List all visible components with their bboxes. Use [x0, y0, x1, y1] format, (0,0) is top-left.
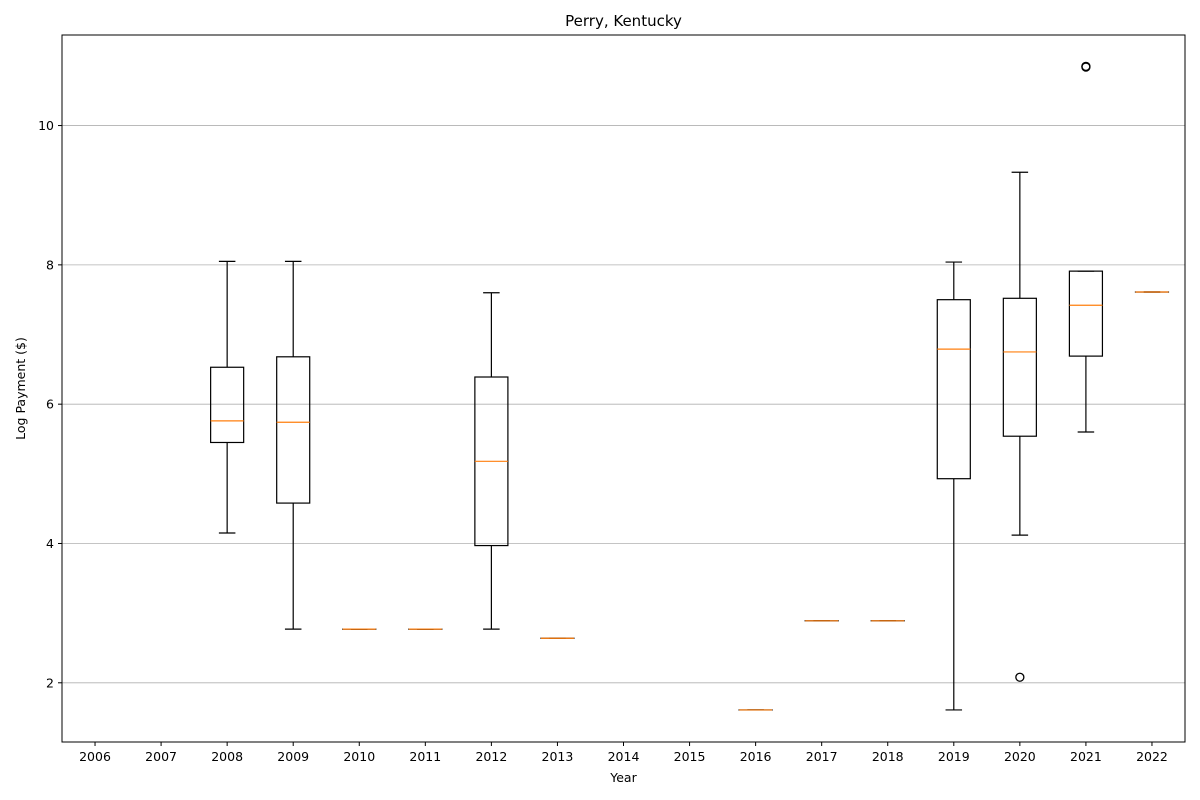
x-tick-label-2019: 2019 [938, 749, 970, 764]
box-2021 [1068, 61, 1104, 433]
x-tick-label-2015: 2015 [674, 749, 706, 764]
x-tick-label-2013: 2013 [542, 749, 574, 764]
x-tick-label-2007: 2007 [145, 749, 177, 764]
y-tick-label-4: 4 [46, 536, 54, 551]
x-tick-label-2014: 2014 [608, 749, 640, 764]
x-tick-label-2017: 2017 [806, 749, 838, 764]
box-2009 [276, 260, 311, 630]
iqr-box-2009 [276, 356, 311, 504]
grid-lines [62, 125, 1185, 684]
box-2012 [474, 292, 509, 630]
x-tick-label-2011: 2011 [409, 749, 441, 764]
x-tick-label-2016: 2016 [740, 749, 772, 764]
plot-frame [61, 34, 1186, 743]
box-2008 [210, 260, 245, 534]
x-tick-label-2010: 2010 [343, 749, 375, 764]
iqr-box-2008 [210, 366, 245, 444]
x-tick-label-2018: 2018 [872, 749, 904, 764]
x-tick-label-2020: 2020 [1004, 749, 1036, 764]
x-tick-label-2009: 2009 [277, 749, 309, 764]
y-tick-label-10: 10 [38, 118, 54, 133]
x-tick-label-2021: 2021 [1070, 749, 1102, 764]
box-2019 [936, 261, 971, 711]
iqr-box-2020 [1002, 297, 1037, 437]
x-tick-label-2012: 2012 [475, 749, 507, 764]
y-tick-label-8: 8 [46, 257, 54, 272]
iqr-box-2019 [936, 299, 971, 480]
y-axis-label: Log Payment ($) [13, 337, 28, 440]
chart-title: Perry, Kentucky [565, 12, 682, 30]
y-axis-ticks: 2 4 6 8 10 [38, 118, 62, 690]
x-axis-ticks: 2006 2007 2008 2009 2010 2011 2012 2013 2014 2015… [79, 742, 1168, 764]
x-tick-label-2006: 2006 [79, 749, 111, 764]
iqr-box-2021 [1068, 270, 1104, 357]
x-tick-label-2008: 2008 [211, 749, 243, 764]
box-elements [210, 61, 1170, 711]
flier-2020-0 [1015, 672, 1025, 682]
y-tick-label-6: 6 [46, 397, 54, 412]
x-tick-label-2022: 2022 [1136, 749, 1168, 764]
y-tick-label-2: 2 [46, 675, 54, 690]
flier-2021-1 [1081, 61, 1091, 71]
box-2020 [1002, 171, 1037, 682]
x-axis-label: Year [609, 770, 637, 785]
